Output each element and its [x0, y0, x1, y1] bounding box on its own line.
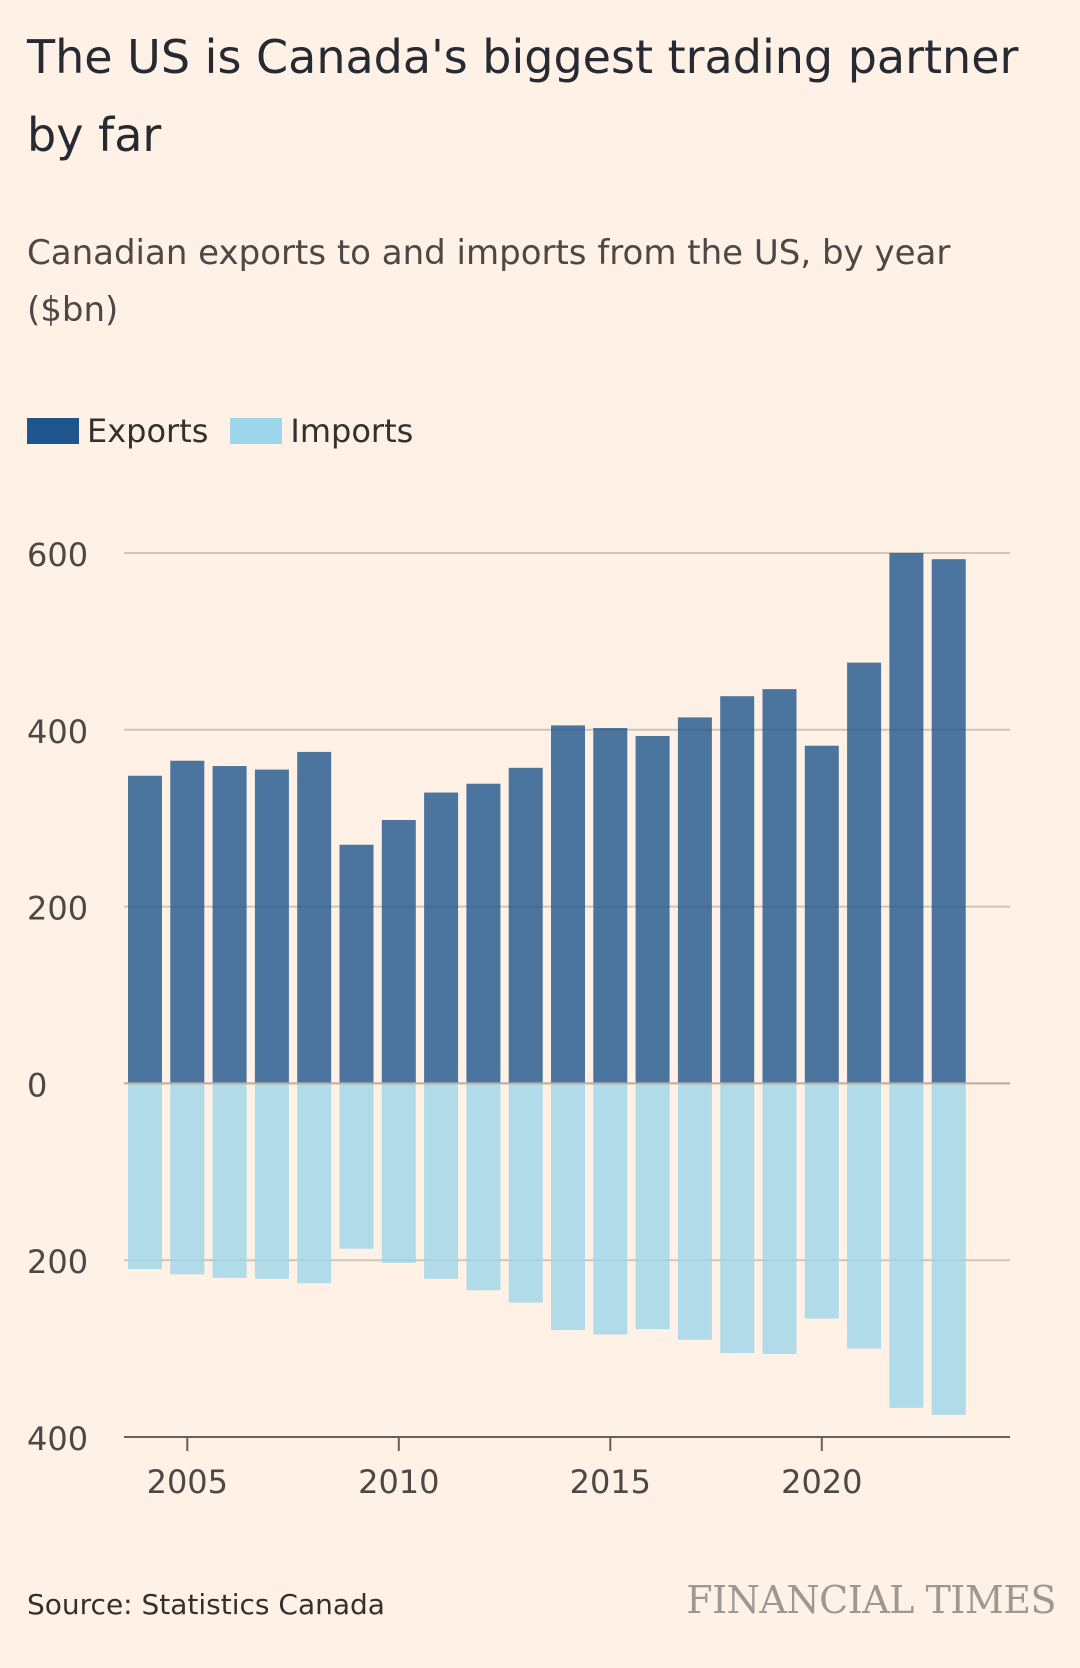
bar-exports	[297, 751, 332, 1084]
bar-imports	[677, 1083, 712, 1340]
bar-imports	[424, 1083, 459, 1279]
bar-exports	[720, 696, 755, 1084]
legend-swatch-exports	[27, 418, 79, 444]
bar-imports	[931, 1083, 966, 1415]
bar-imports	[635, 1083, 670, 1330]
bar-imports	[804, 1083, 839, 1319]
legend-label-imports: Imports	[290, 412, 414, 450]
bar-exports	[466, 783, 501, 1084]
x-tick-label: 2020	[781, 1463, 862, 1501]
x-tick-label: 2015	[570, 1463, 651, 1501]
legend-item-imports: Imports	[230, 412, 413, 450]
bar-exports	[677, 717, 712, 1084]
brand-logo: FINANCIAL TIMES	[686, 1578, 1056, 1622]
y-tick-label: 200	[27, 1243, 88, 1281]
bar-imports	[339, 1083, 374, 1249]
y-tick-label: 400	[27, 713, 88, 751]
bar-imports	[762, 1083, 797, 1354]
bar-exports	[847, 662, 882, 1084]
bar-exports	[212, 766, 247, 1084]
x-tick-label: 2005	[147, 1463, 228, 1501]
bar-imports	[297, 1083, 332, 1284]
bar-exports	[254, 769, 289, 1084]
bar-imports	[466, 1083, 501, 1291]
y-tick-label: 600	[27, 536, 88, 574]
bar-exports	[424, 792, 459, 1084]
bar-exports	[508, 767, 543, 1084]
bar-imports	[720, 1083, 755, 1354]
legend-swatch-imports	[230, 418, 283, 444]
bar-imports	[847, 1083, 882, 1349]
bar-exports	[128, 775, 162, 1084]
source-note: Source: Statistics Canada	[27, 1588, 385, 1621]
legend-item-exports: Exports	[27, 412, 208, 450]
bar-imports	[889, 1083, 924, 1408]
bar-exports	[170, 760, 205, 1084]
y-tick-label: 0	[27, 1066, 47, 1104]
bar-imports	[381, 1083, 416, 1263]
legend-label-exports: Exports	[87, 412, 209, 450]
chart-subtitle: Canadian exports to and imports from the…	[27, 233, 951, 330]
bar-imports	[212, 1083, 247, 1278]
bar-exports	[381, 819, 416, 1084]
bar-imports	[128, 1083, 162, 1270]
bar-exports	[593, 728, 628, 1084]
y-tick-label: 200	[27, 890, 88, 928]
bar-imports	[170, 1083, 205, 1275]
chart-title: The US is Canada's biggest trading partn…	[27, 30, 1019, 162]
y-tick-label: 400	[27, 1420, 88, 1458]
x-tick-label: 2010	[358, 1463, 439, 1501]
bar-imports	[254, 1083, 289, 1279]
bar-exports	[635, 735, 670, 1084]
bar-imports	[593, 1083, 628, 1335]
legend: Exports Imports	[27, 412, 435, 450]
bar-exports	[889, 553, 924, 1084]
bar-exports	[931, 559, 966, 1084]
bar-imports	[508, 1083, 543, 1303]
bar-exports	[551, 725, 585, 1084]
bar-exports	[762, 689, 797, 1084]
bar-exports	[804, 745, 839, 1084]
bar-exports	[339, 844, 374, 1084]
bar-imports	[551, 1083, 585, 1331]
